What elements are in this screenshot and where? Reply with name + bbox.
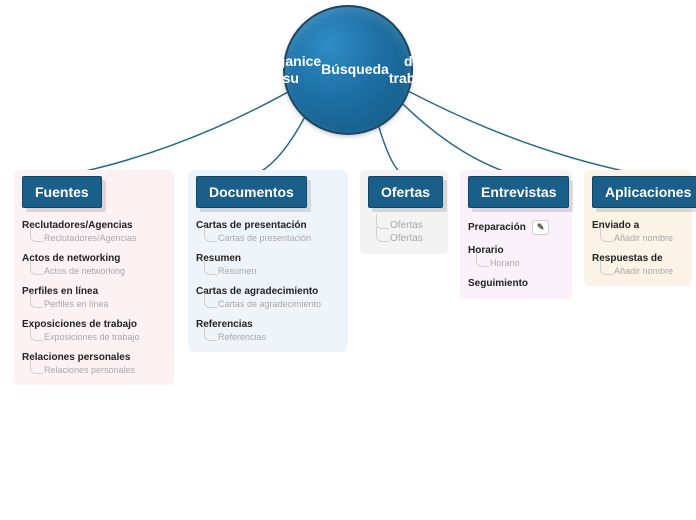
subitem: Cartas de agradecimiento (218, 299, 340, 309)
center-label-line: Organice su (260, 53, 321, 88)
subitem: Exposiciones de trabajo (44, 332, 166, 342)
branch-header-fuentes: Fuentes (22, 176, 102, 208)
branch-ofertas: Ofertas Ofertas Ofertas (360, 170, 448, 254)
items-list: Ofertas Ofertas (368, 220, 440, 244)
item: Cartas de agradecimiento (196, 286, 340, 297)
branch-aplicaciones: AplicacionesEnviado aAñadir nombreRespue… (584, 170, 692, 286)
subitem: Relaciones personales (44, 365, 166, 375)
center-label-line: de trabajo (389, 53, 436, 88)
item: Actos de networking (22, 253, 166, 264)
items-list: Preparación✎HorarioHorarioSeguimiento (468, 220, 564, 289)
subitem: Añadir nombre (614, 266, 684, 276)
center-label-line: Búsqueda (321, 61, 389, 79)
subitem: Ofertas (390, 220, 440, 231)
branch-entrevistas: EntrevistasPreparación✎HorarioHorarioSeg… (460, 170, 572, 299)
center-node: Organice suBúsquedade trabajo (283, 5, 413, 135)
branch-documentos: DocumentosCartas de presentaciónCartas d… (188, 170, 348, 352)
branch-header-aplicaciones: Aplicaciones (592, 176, 696, 208)
diagram-stage: Organice suBúsquedade trabajo Fuentes Rec… (0, 0, 696, 520)
subitem: Reclutadores/Agencias (44, 233, 166, 243)
item: Referencias (196, 319, 340, 330)
item: Seguimiento (468, 278, 564, 289)
item: Relaciones personales (22, 352, 166, 363)
item: Preparación✎ (468, 220, 564, 235)
item: Exposiciones de trabajo (22, 319, 166, 330)
subitem: Cartas de presentación (218, 233, 340, 243)
connector (379, 127, 406, 176)
branch-header-entrevistas: Entrevistas (468, 176, 569, 208)
subitem: Ofertas (390, 233, 440, 244)
connector (62, 93, 287, 176)
item: Reclutadores/Agencias (22, 220, 166, 231)
connector (409, 92, 648, 176)
subitem: Perfiles en línea (44, 299, 166, 309)
item: Perfiles en línea (22, 286, 166, 297)
connector (403, 104, 519, 176)
item: Resumen (196, 253, 340, 264)
item: Cartas de presentación (196, 220, 340, 231)
items-list: Reclutadores/Agencias Reclutadores/Agenci… (22, 220, 166, 375)
edit-badge-icon: ✎ (532, 220, 550, 235)
subitem: Resumen (218, 266, 340, 276)
items-list: Enviado aAñadir nombreRespuestas deAñadi… (592, 220, 684, 276)
items-list: Cartas de presentación Cartas de presenta… (196, 220, 340, 342)
subitem: Actos de networking (44, 266, 166, 276)
subitem: Horario (490, 258, 564, 268)
branch-header-documentos: Documentos (196, 176, 307, 208)
subitem: Añadir nombre (614, 233, 684, 243)
branch-fuentes: FuentesReclutadores/AgenciasReclutadores… (14, 170, 174, 385)
subitem: Referencias (218, 332, 340, 342)
connector (251, 118, 304, 176)
branch-header-ofertas: Ofertas (368, 176, 443, 208)
